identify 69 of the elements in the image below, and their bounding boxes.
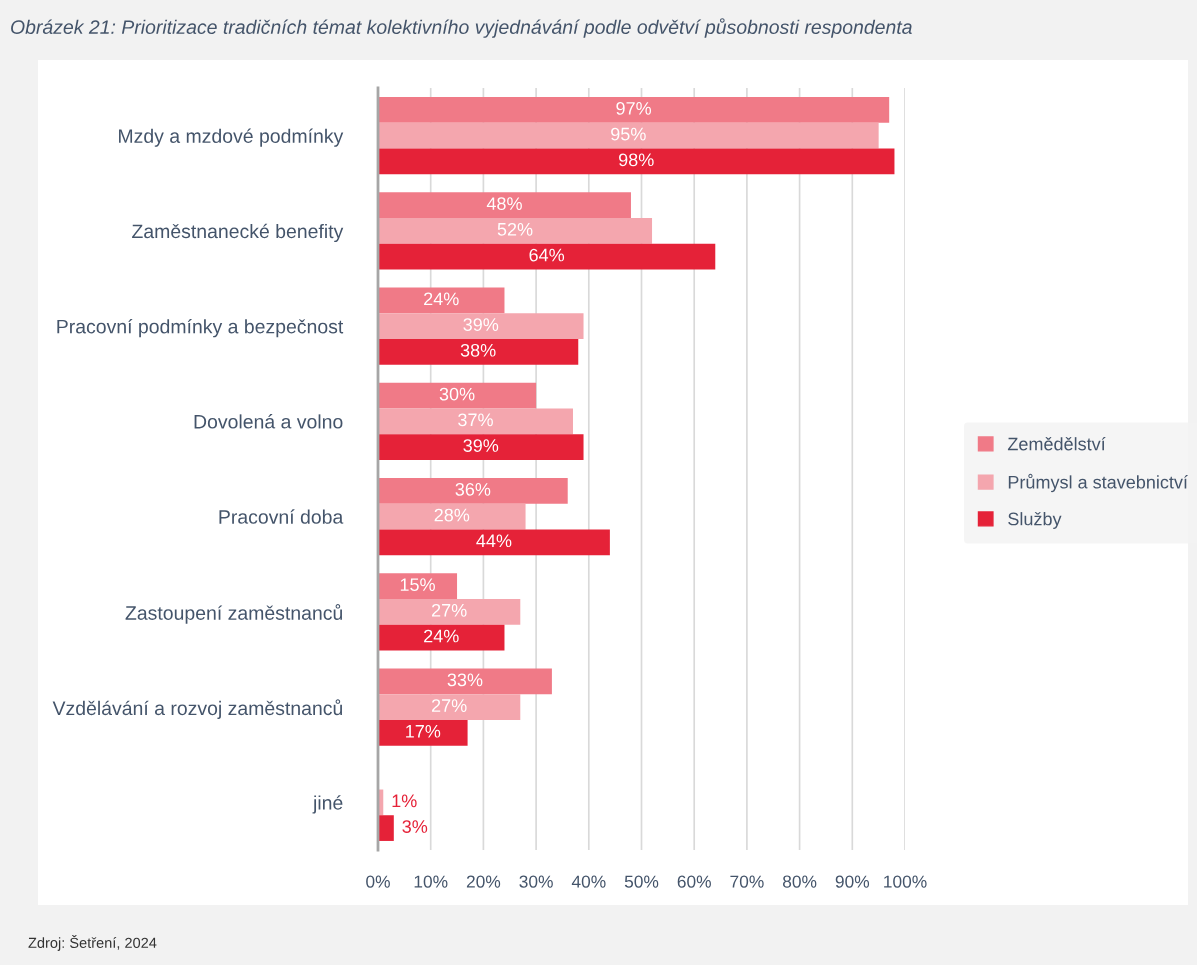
data-label: 1% [392,794,417,808]
data-label: 36% [455,482,491,496]
data-label: 24% [424,292,459,306]
bar [378,243,716,270]
legend-label: Zemědělství [1007,436,1106,451]
y-tick-label: jiné [312,795,343,814]
legend-label: Průmysl a stavebnictví [1008,473,1188,493]
data-label: 28% [434,508,470,522]
data-label: 37% [458,413,493,427]
y-tick-label: Pracovní doba [219,509,344,524]
text: Zdroj: Šetření, 2024 [28,935,157,951]
data-label: 44% [476,534,512,548]
x-tick-label: 50% [624,875,659,888]
bar [378,599,521,625]
data-label: 27% [431,603,467,617]
x-tick-label: 0% [366,875,390,888]
y-tick-label: Zaměstnanecké benefity [132,223,344,243]
bar [378,382,537,409]
legend-label: Služby [1008,512,1062,529]
bar [378,192,631,219]
bar [378,719,468,746]
data-label: 33% [447,673,483,687]
y-tick-label: Mzdy a mzdové podmínky [119,128,344,147]
x-tick-label: 100% [884,875,927,888]
bar [378,218,653,244]
y-tick-label: Dovolená a volno [194,414,343,429]
data-label: 95% [611,127,646,141]
data-label: 24% [424,629,459,643]
x-tick-label: 20% [466,875,501,888]
bar [378,694,521,720]
x-tick-label: 10% [414,875,448,888]
data-label: 15% [400,578,435,591]
bar [378,97,890,123]
data-label: 17% [406,724,441,738]
chart-title: Obrázek 21: Prioritizace tradičních témat kolektivního vyjednávání podle odvětví působnosti respondenta [11,18,912,38]
bar [378,668,552,695]
x-tick-label: 70% [730,875,764,888]
bar [378,287,505,314]
data-label: 39% [463,318,499,331]
data-label: 3% [402,820,428,833]
data-label: 30% [439,387,475,401]
bar [378,529,610,556]
data-label: 27% [431,699,467,712]
data-label: 39% [463,439,499,452]
x-tick-label: 90% [835,875,870,888]
data-label: 64% [529,248,565,262]
bar [378,313,584,339]
bar [378,148,895,175]
bar [378,624,505,651]
data-label: 48% [486,197,522,210]
x-tick-label: 60% [677,875,711,888]
bar [378,338,579,365]
bar [378,122,879,149]
data-label: 38% [460,343,496,357]
bar [378,815,394,841]
data-label: 52% [497,222,533,236]
bar [378,573,458,600]
y-tick-label: Vzdělávání a rozvoj zaměstnanců [52,699,342,719]
x-tick-label: 30% [519,875,553,888]
x-tick-label: 80% [782,875,817,888]
bar [378,478,568,504]
y-tick-label: Zastoupení zaměstnanců [125,604,342,624]
bar [378,434,584,460]
data-label: 98% [619,153,654,167]
x-tick-label: 40% [571,875,606,888]
bar [378,503,526,530]
bar [378,408,573,435]
y-tick-label: Pracovní podmínky a bezpečnost [57,318,344,338]
data-label: 97% [616,101,652,115]
